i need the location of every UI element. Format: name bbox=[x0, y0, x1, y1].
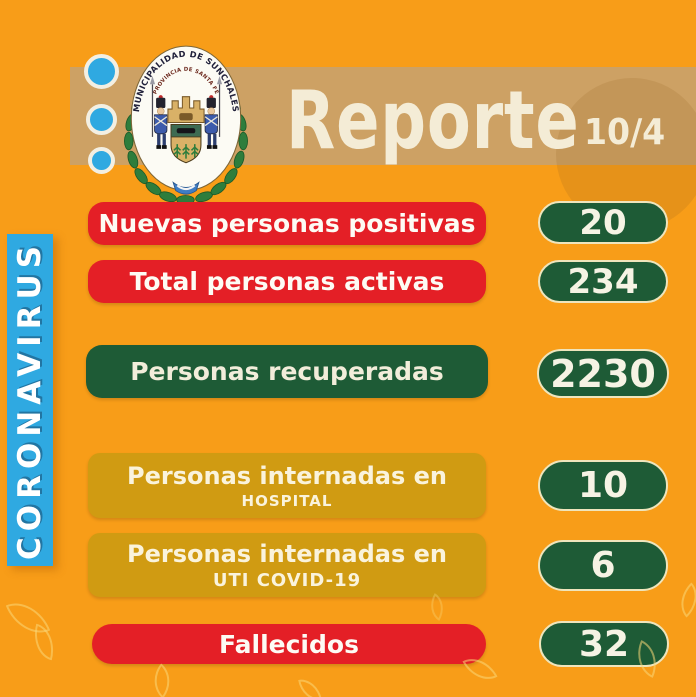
stat-value-text: 2230 bbox=[550, 351, 656, 396]
stat-label-pill-nuevas-positivas: Nuevas personas positivas bbox=[88, 202, 486, 245]
stat-value-pill-internadas-hospital: 10 bbox=[538, 460, 668, 511]
stat-label-pill-recuperadas: Personas recuperadas bbox=[86, 345, 488, 398]
stat-label-text: Total personas activas bbox=[129, 267, 445, 296]
report-title: Reporte bbox=[286, 74, 580, 167]
stat-value-pill-total-activas: 234 bbox=[538, 260, 668, 303]
coronavirus-banner-label: CORONAVIRUS bbox=[12, 239, 48, 561]
stat-value-pill-nuevas-positivas: 20 bbox=[538, 201, 668, 244]
soldier-right-icon bbox=[204, 76, 223, 149]
stat-value-pill-fallecidos: 32 bbox=[539, 621, 669, 667]
stat-label-text: Nuevas personas positivas bbox=[98, 209, 476, 238]
stat-value-pill-recuperadas: 2230 bbox=[537, 349, 669, 398]
stat-label-text: Personas internadas en bbox=[127, 461, 447, 490]
coronavirus-banner: CORONAVIRUS bbox=[7, 234, 53, 566]
shield-plants-icon bbox=[173, 144, 199, 159]
leaf-watermark-icon bbox=[671, 582, 696, 618]
stat-value-text: 10 bbox=[577, 465, 629, 506]
stat-value-text: 32 bbox=[578, 623, 630, 665]
leaf-watermark-icon bbox=[144, 663, 180, 697]
report-date: 10/4 bbox=[584, 112, 666, 153]
stat-label-pill-internadas-hospital: Personas internadas en HOSPITAL bbox=[88, 453, 486, 518]
stat-value-text: 234 bbox=[567, 261, 639, 302]
cannon-icon bbox=[176, 128, 196, 134]
stat-value-pill-internadas-uti: 6 bbox=[538, 540, 668, 591]
stat-label-pill-fallecidos: Fallecidos bbox=[92, 624, 486, 664]
blue-dot-1 bbox=[84, 54, 119, 89]
leaf-watermark-icon bbox=[423, 592, 451, 622]
leaf-watermark-icon bbox=[298, 676, 322, 697]
stat-sublabel-text: UTI COVID-19 bbox=[212, 569, 362, 591]
municipal-crest-logo: MUNICIPALIDAD DE SUNCHALES PROVINCIA DE … bbox=[123, 45, 249, 205]
stat-label-pill-internadas-uti: Personas internadas en UTI COVID-19 bbox=[88, 533, 486, 597]
stat-label-pill-total-activas: Total personas activas bbox=[88, 260, 486, 303]
stat-value-text: 6 bbox=[590, 545, 616, 586]
stat-label-text: Personas internadas en bbox=[127, 539, 447, 568]
blue-dot-2 bbox=[86, 104, 117, 135]
stat-value-text: 20 bbox=[579, 202, 627, 243]
stat-label-text: Fallecidos bbox=[219, 629, 359, 659]
castle-door-icon bbox=[179, 113, 193, 121]
castle-icon bbox=[167, 96, 205, 123]
stat-sublabel-text: HOSPITAL bbox=[241, 491, 333, 510]
blue-dot-3 bbox=[88, 147, 115, 174]
stat-label-text: Personas recuperadas bbox=[130, 357, 444, 386]
ribbon-icon bbox=[172, 181, 200, 195]
soldier-left-icon bbox=[149, 76, 168, 149]
